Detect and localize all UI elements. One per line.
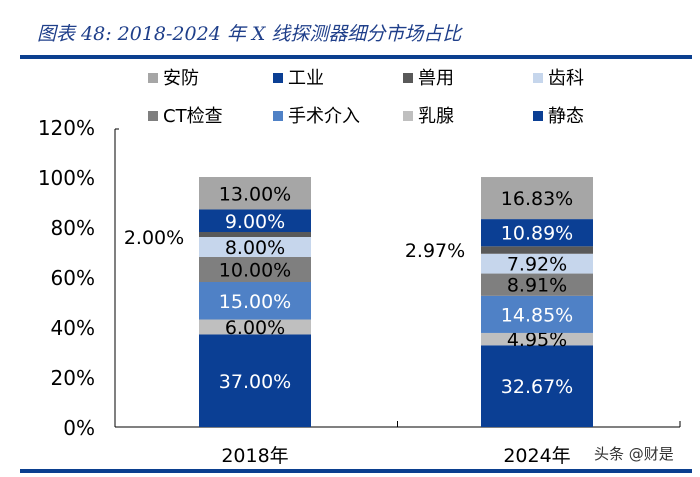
watermark: 头条 @财是 — [594, 445, 674, 463]
legend-swatch-齿科 — [533, 73, 543, 83]
legend-label: 手术介入 — [288, 106, 360, 127]
y-tick-label: 20% — [51, 366, 95, 390]
data-label: 14.85% — [501, 304, 573, 326]
bottom-rule — [20, 469, 692, 473]
legend-swatch-安防 — [148, 73, 158, 83]
bar-segment-CT检查 — [481, 273, 593, 296]
legend-swatch-手术介入 — [273, 111, 283, 121]
data-label: 15.00% — [219, 291, 291, 313]
y-tick-label: 80% — [51, 216, 95, 240]
bar-segment-工业 — [481, 219, 593, 247]
legend-swatch-静态 — [533, 111, 543, 121]
y-tick-label: 60% — [51, 266, 95, 290]
legend-swatch-CT检查 — [148, 111, 158, 121]
legend-label: 安防 — [163, 68, 199, 89]
y-tick-label: 100% — [38, 166, 95, 190]
data-label: 16.83% — [501, 188, 573, 210]
data-label: 37.00% — [219, 371, 291, 393]
bar-segment-手术介入 — [199, 282, 311, 320]
data-label: 8.00% — [225, 237, 285, 259]
data-label: 32.67% — [501, 376, 573, 398]
legend-label: CT检查 — [163, 106, 223, 127]
bar-segment-兽用 — [481, 246, 593, 254]
legend-label: 静态 — [548, 106, 584, 127]
bar-segment-静态 — [481, 345, 593, 427]
legend-label: 齿科 — [548, 68, 584, 89]
legend-swatch-兽用 — [403, 73, 413, 83]
x-tick-label: 2018年 — [221, 445, 288, 467]
bar-segment-手术介入 — [481, 295, 593, 333]
data-label: 10.00% — [219, 260, 291, 282]
bar-segment-乳腺 — [199, 319, 311, 335]
y-tick-label: 0% — [63, 416, 95, 440]
legend-swatch-工业 — [273, 73, 283, 83]
bar-segment-安防 — [481, 177, 593, 220]
bar-segment-工业 — [199, 209, 311, 232]
title-rule — [20, 55, 692, 59]
legend-label: 兽用 — [418, 68, 454, 89]
data-label: 13.00% — [219, 183, 291, 205]
data-label: 4.95% — [507, 329, 567, 351]
bar-segment-齿科 — [481, 253, 593, 274]
y-tick-label: 40% — [51, 316, 95, 340]
legend-label: 乳腺 — [418, 106, 454, 127]
data-label: 9.00% — [225, 211, 285, 233]
data-label: 10.89% — [501, 223, 573, 245]
bar-segment-静态 — [199, 334, 311, 427]
legend-swatch-乳腺 — [403, 111, 413, 121]
data-label: 2.97% — [405, 240, 465, 262]
x-tick-label: 2024年 — [503, 445, 570, 467]
legend-label: 工业 — [288, 68, 324, 89]
data-label: 8.91% — [507, 275, 567, 297]
data-label: 7.92% — [507, 254, 567, 276]
bar-segment-CT检查 — [199, 257, 311, 282]
data-label: 2.00% — [124, 227, 184, 249]
bar-segment-安防 — [199, 177, 311, 210]
bar-segment-兽用 — [199, 232, 311, 237]
y-tick-label: 120% — [38, 116, 95, 140]
bar-segment-乳腺 — [481, 332, 593, 346]
data-label: 6.00% — [225, 317, 285, 339]
chart-title: 图表 48: 2018-2024 年 X 线探测器细分市场占比 — [37, 23, 462, 45]
bar-segment-齿科 — [199, 237, 311, 257]
